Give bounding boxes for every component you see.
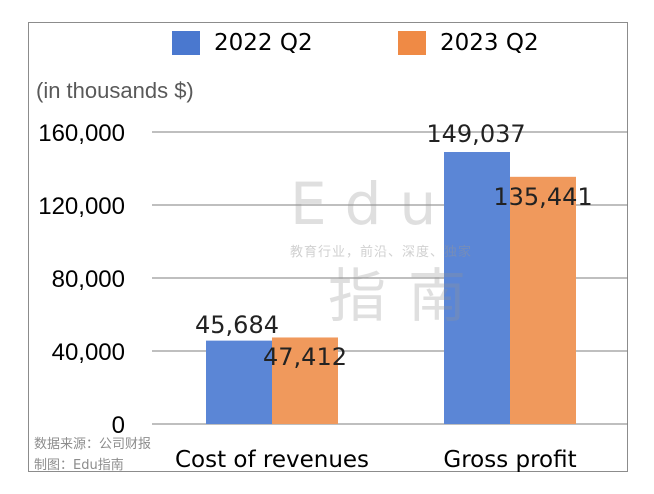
chart-credit: 制图：Edu指南 — [34, 458, 124, 473]
y-tick-label: 80,000 — [52, 266, 125, 293]
y-tick-label: 120,000 — [38, 193, 125, 220]
legend-swatch-2023 — [398, 31, 426, 55]
bar-2022-cost-of-revenues — [206, 340, 272, 424]
unit-label: (in thousands $) — [36, 78, 194, 103]
y-tick-label: 0 — [112, 412, 125, 439]
legend-swatch-2022 — [172, 31, 200, 55]
legend-item-2023: 2023 Q2 — [398, 30, 539, 56]
chart-frame — [28, 22, 628, 472]
legend-item-2022: 2022 Q2 — [172, 30, 313, 56]
legend-label-2022: 2022 Q2 — [214, 30, 313, 56]
bar-2022-gross-profit — [444, 152, 510, 424]
legend: 2022 Q2 2023 Q2 — [0, 30, 654, 60]
x-category-label: Cost of revenues — [175, 447, 369, 473]
data-label: 47,412 — [263, 343, 347, 371]
bar-2023-gross-profit — [510, 176, 576, 424]
y-tick-label: 40,000 — [52, 339, 125, 366]
data-label: 149,037 — [426, 120, 525, 148]
bar-2023-cost-of-revenues — [272, 337, 338, 424]
data-label: 45,684 — [195, 311, 279, 339]
source-note: 数据来源：公司财报 — [34, 437, 152, 452]
data-label: 135,441 — [493, 183, 592, 211]
y-tick-label: 160,000 — [38, 120, 125, 147]
x-category-label: Gross profit — [443, 447, 576, 473]
legend-label-2023: 2023 Q2 — [440, 30, 539, 56]
